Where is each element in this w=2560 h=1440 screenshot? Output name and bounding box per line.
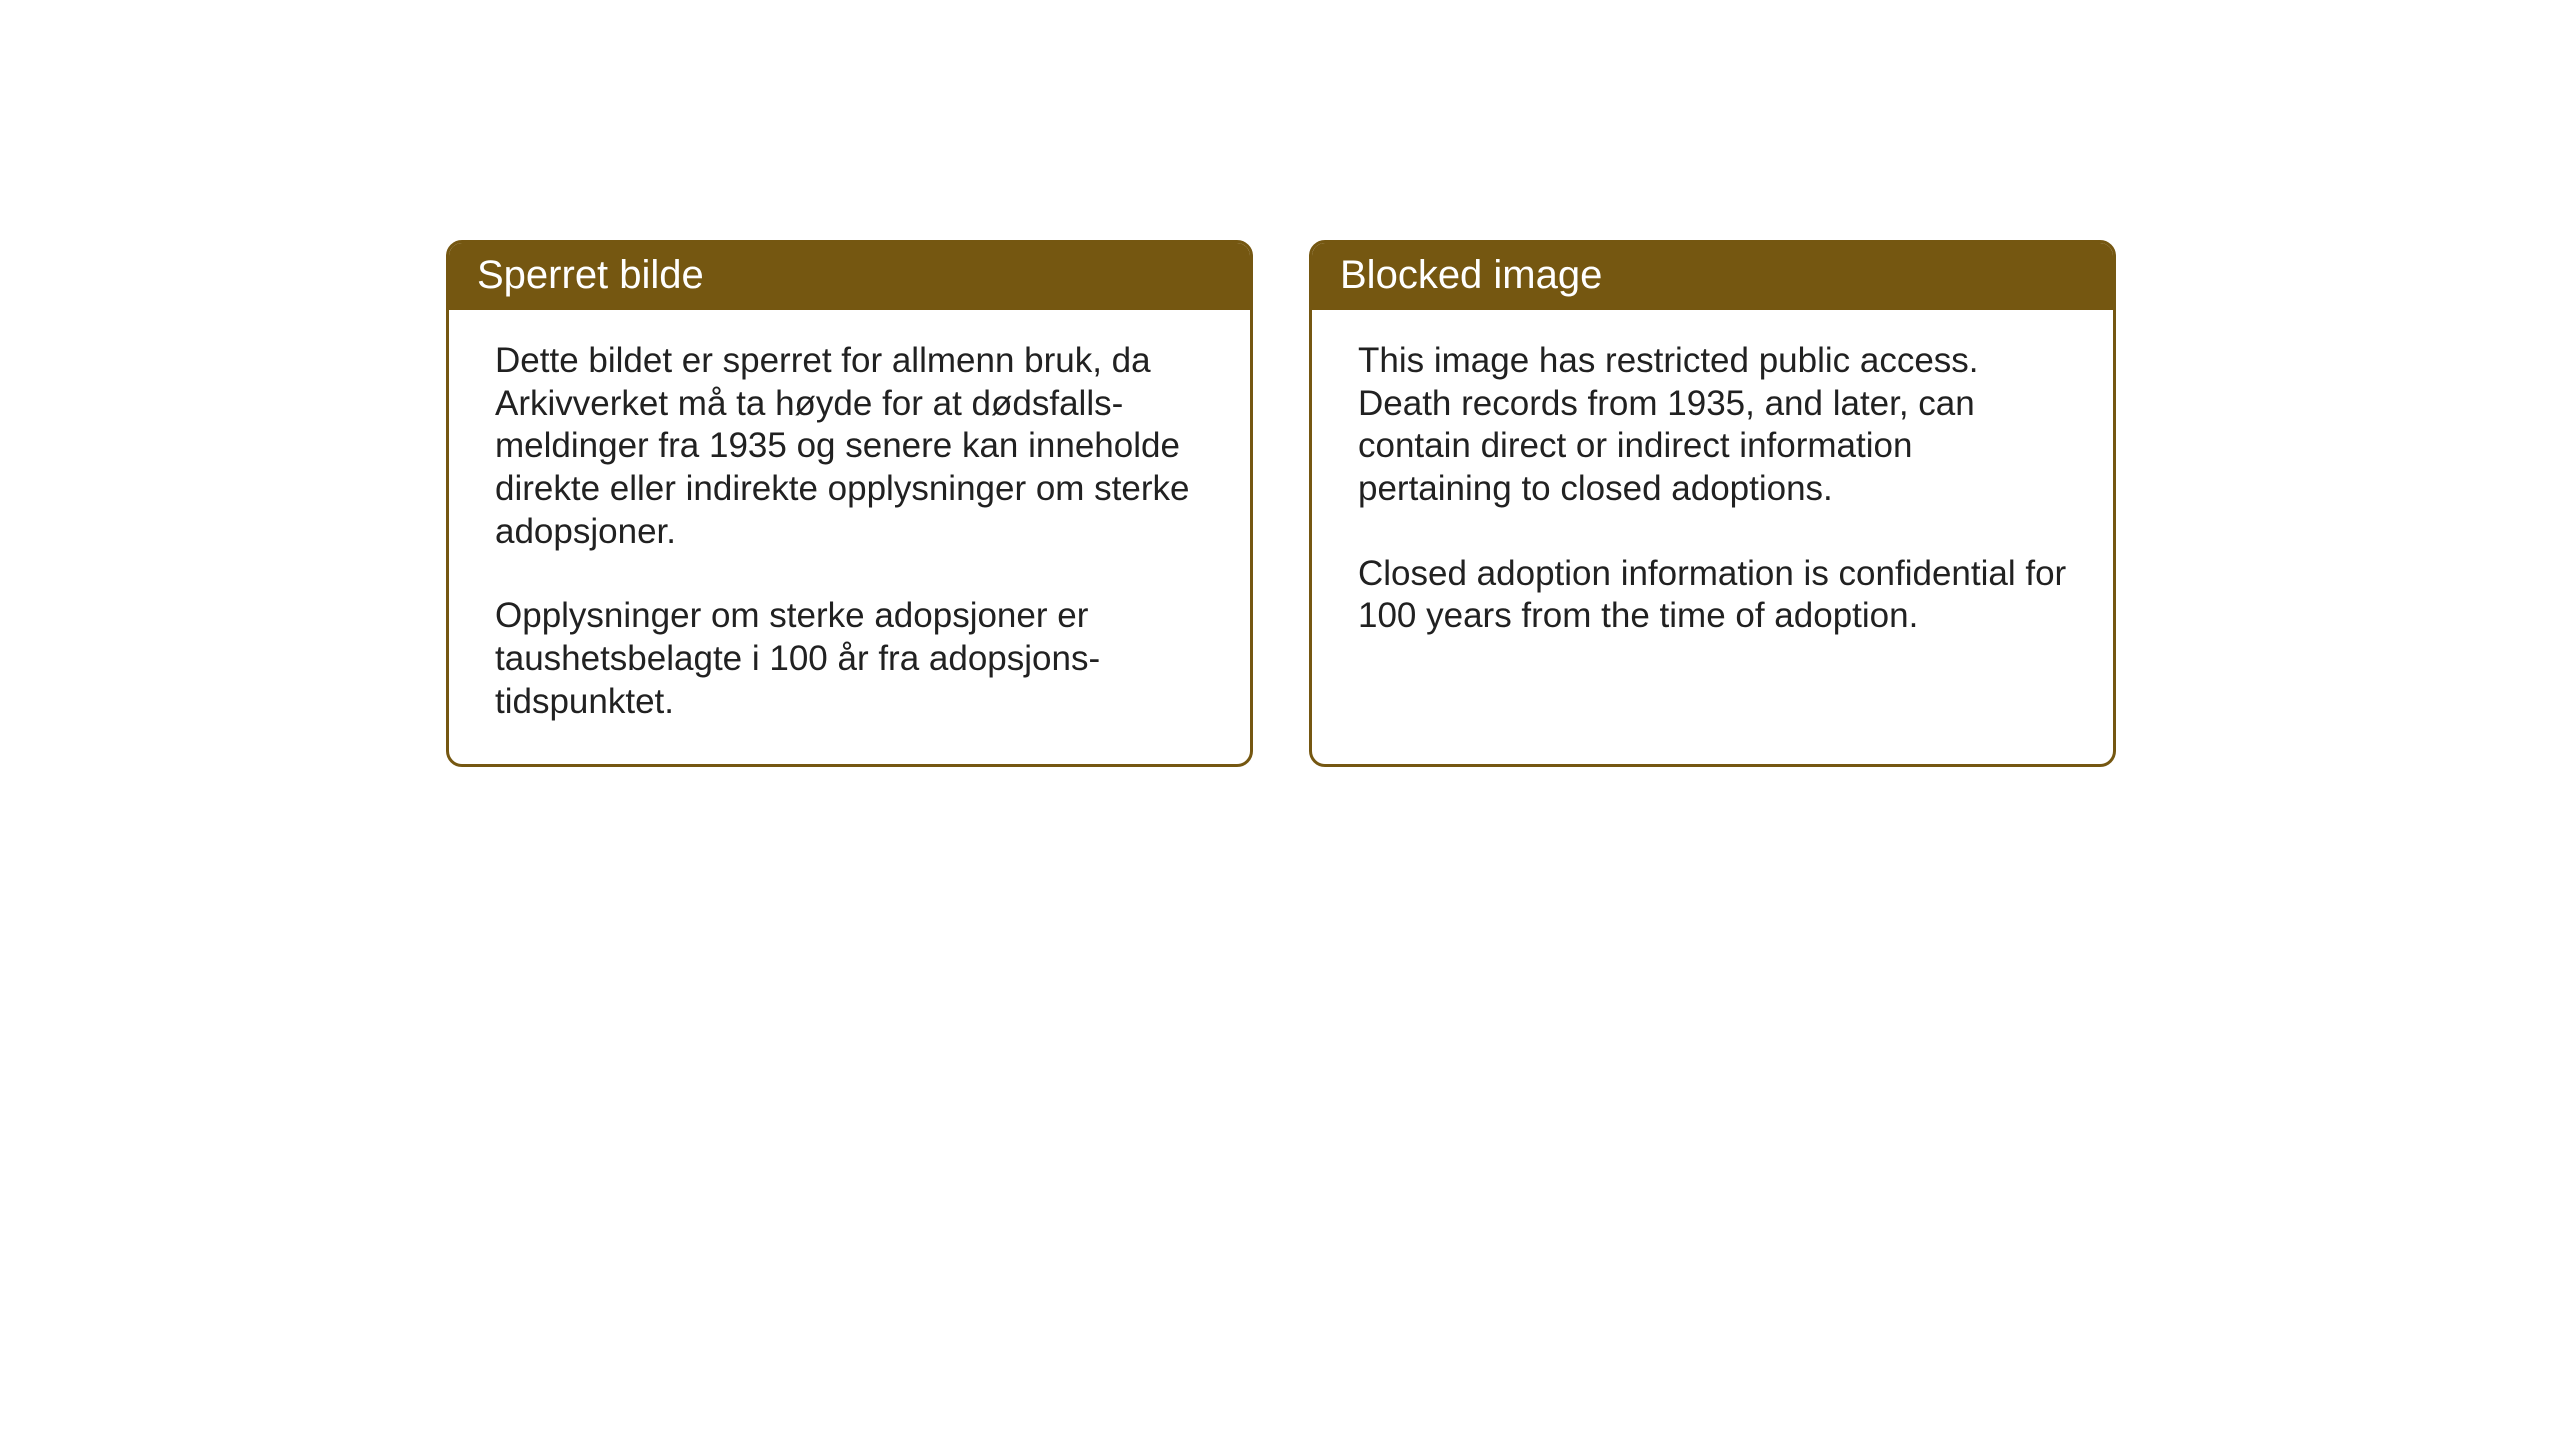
notice-card-english: Blocked image This image has restricted …: [1309, 240, 2116, 767]
notice-cards-container: Sperret bilde Dette bildet er sperret fo…: [446, 240, 2116, 767]
card-header-norwegian: Sperret bilde: [449, 243, 1250, 310]
card-paragraph: Dette bildet er sperret for allmenn bruk…: [495, 340, 1204, 553]
notice-card-norwegian: Sperret bilde Dette bildet er sperret fo…: [446, 240, 1253, 767]
card-paragraph: Closed adoption information is confident…: [1358, 553, 2067, 638]
card-header-english: Blocked image: [1312, 243, 2113, 310]
card-body-norwegian: Dette bildet er sperret for allmenn bruk…: [449, 310, 1250, 764]
card-paragraph: Opplysninger om sterke adopsjoner er tau…: [495, 595, 1204, 723]
card-paragraph: This image has restricted public access.…: [1358, 340, 2067, 511]
card-body-english: This image has restricted public access.…: [1312, 310, 2113, 740]
